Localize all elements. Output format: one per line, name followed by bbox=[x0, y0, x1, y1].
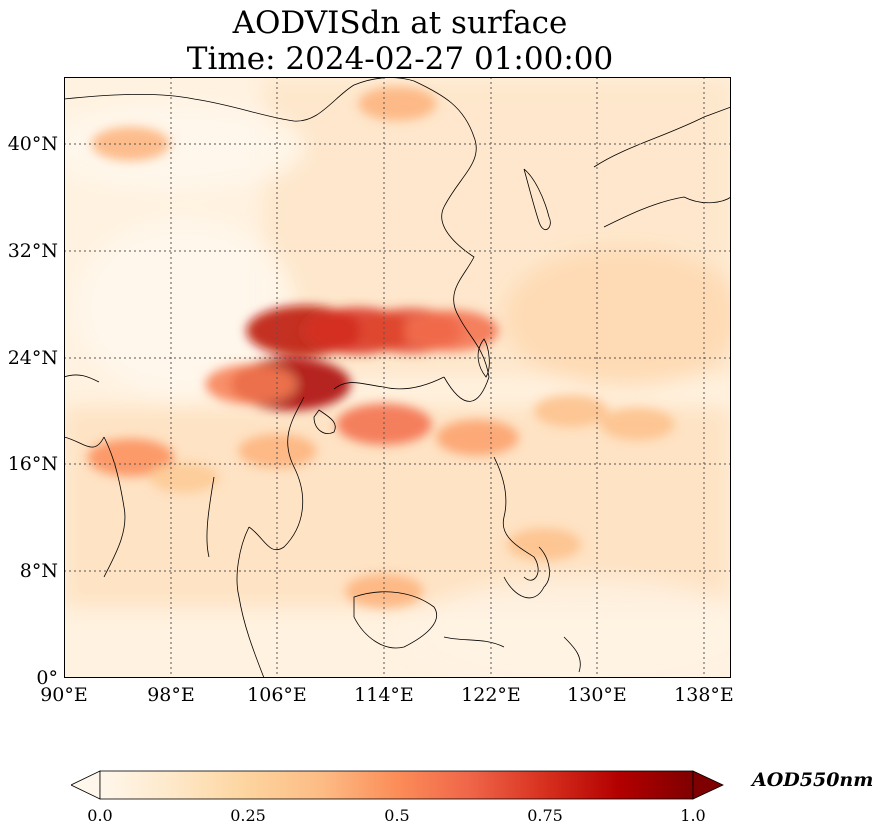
lon-tick-98e: 98°E bbox=[147, 684, 195, 706]
haze-layer bbox=[64, 77, 731, 678]
lon-tick-114e: 114°E bbox=[354, 684, 414, 706]
lon-tick-106e: 106°E bbox=[247, 684, 307, 706]
lat-tick-8n: 8°N bbox=[19, 560, 58, 582]
colorbar-gradient bbox=[99, 770, 694, 800]
aod-hotspot bbox=[507, 528, 582, 561]
map-panel bbox=[64, 77, 731, 678]
aod-hotspot bbox=[238, 433, 317, 469]
lon-tick-122e: 122°E bbox=[461, 684, 521, 706]
colorbar-tick-05: 0.5 bbox=[384, 806, 410, 825]
hotspot-layer bbox=[87, 86, 675, 609]
title-line-2: Time: 2024-02-27 01:00:00 bbox=[186, 41, 614, 77]
aod-hotspot bbox=[358, 86, 437, 121]
aod-hotspot bbox=[345, 574, 424, 609]
lat-tick-16n: 16°N bbox=[7, 453, 58, 475]
colorbar-min-extend bbox=[71, 770, 101, 800]
title-line-1: AODVISdn at surface bbox=[232, 5, 568, 41]
colorbar-tick-075: 0.75 bbox=[527, 806, 563, 825]
lat-tick-32n: 32°N bbox=[7, 240, 58, 262]
aod-hotspot bbox=[336, 403, 432, 445]
colorbar-tick-1: 1.0 bbox=[680, 806, 706, 825]
aod-hotspot bbox=[205, 364, 297, 405]
colorbar-tick-025: 0.25 bbox=[230, 806, 266, 825]
aod-hotspot bbox=[533, 394, 608, 428]
colorbar-max-extend bbox=[692, 770, 724, 800]
aod-hotspot bbox=[403, 310, 499, 352]
aod-hotspot bbox=[436, 419, 519, 456]
lon-tick-138e: 138°E bbox=[674, 684, 734, 706]
colorbar bbox=[71, 770, 724, 800]
aod-map bbox=[64, 77, 731, 678]
coastlines bbox=[64, 77, 731, 678]
lat-tick-24n: 24°N bbox=[7, 347, 58, 369]
lon-tick-90e: 90°E bbox=[40, 684, 88, 706]
gridlines bbox=[64, 77, 731, 678]
colorbar-label: AOD550nm bbox=[752, 769, 874, 791]
lon-tick-130e: 130°E bbox=[567, 684, 627, 706]
aod-hotspot bbox=[600, 408, 675, 441]
aod-hotspot bbox=[149, 462, 219, 494]
map-frame bbox=[64, 77, 731, 678]
lat-tick-40n: 40°N bbox=[7, 133, 58, 155]
colorbar-tick-0: 0.0 bbox=[87, 806, 113, 825]
lat-tick-0: 0° bbox=[36, 667, 58, 689]
